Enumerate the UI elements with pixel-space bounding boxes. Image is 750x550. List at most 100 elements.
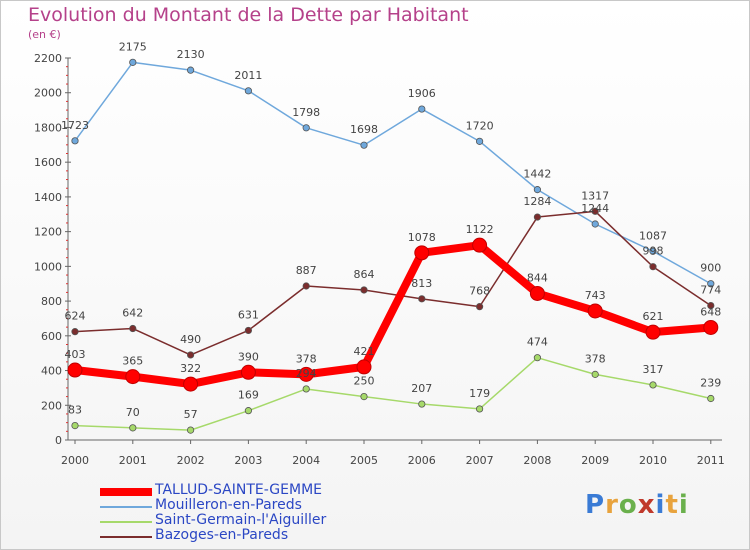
data-label: 631 [238, 308, 259, 321]
data-point [360, 141, 368, 149]
data-point [67, 362, 83, 378]
x-tick-label: 2002 [177, 454, 205, 467]
data-label: 250 [354, 375, 375, 388]
series-line [74, 210, 712, 356]
legend-label: Mouilleron-en-Pareds [155, 497, 302, 513]
data-label: 774 [700, 284, 721, 297]
data-point [418, 105, 426, 113]
data-label: 642 [122, 307, 143, 320]
data-point [649, 247, 657, 255]
data-point [707, 394, 715, 403]
data-point [533, 213, 542, 221]
data-label: 768 [469, 285, 490, 298]
data-label: 57 [184, 408, 198, 421]
data-point [591, 370, 599, 378]
x-tick-label: 2001 [119, 454, 147, 467]
data-point [649, 263, 657, 271]
data-point [240, 364, 256, 380]
data-point [125, 369, 141, 385]
data-point [356, 359, 372, 375]
data-label: 378 [585, 352, 606, 365]
data-point [187, 426, 195, 434]
data-label: 998 [643, 245, 664, 258]
data-label: 169 [238, 389, 259, 402]
data-label: 648 [700, 305, 721, 318]
data-point [649, 381, 657, 389]
data-label: 1442 [523, 168, 551, 181]
data-point [475, 137, 484, 145]
data-point [71, 328, 79, 336]
data-label: 1906 [408, 87, 436, 100]
y-tick-label: 1400 [34, 191, 62, 204]
chart-subtitle: (en €) [28, 28, 61, 41]
legend-item: TALLUD-SAINTE-GEMME [100, 482, 400, 500]
proxiti-logo: Proxiti [585, 490, 689, 520]
data-point [183, 376, 199, 392]
legend-swatch [100, 521, 152, 523]
data-label: 207 [411, 382, 432, 395]
data-point [71, 421, 79, 430]
data-label: 1078 [408, 231, 436, 244]
data-point [302, 385, 310, 393]
series-line [74, 356, 712, 431]
y-tick-label: 0 [55, 434, 62, 447]
data-label: 70 [126, 406, 140, 419]
data-point [414, 245, 430, 261]
y-tick-label: 1600 [34, 156, 62, 169]
data-point [707, 302, 715, 310]
data-point [645, 324, 661, 340]
data-label: 813 [411, 277, 432, 290]
data-label: 390 [238, 350, 259, 363]
data-point [587, 303, 603, 319]
data-label: 1284 [523, 195, 551, 208]
legend-label: Saint-Germain-l'Aiguiller [155, 512, 327, 528]
y-tick-label: 2200 [34, 52, 62, 65]
data-point [418, 400, 426, 408]
data-label: 403 [65, 348, 86, 361]
data-label: 365 [122, 355, 143, 368]
chart-title: Evolution du Montant de la Dette par Hab… [28, 4, 469, 26]
legend-swatch [100, 536, 152, 538]
y-tick-label: 800 [41, 295, 62, 308]
data-label: 1720 [466, 119, 494, 132]
data-label: 1244 [581, 202, 609, 215]
x-tick-label: 2011 [697, 454, 725, 467]
data-point [244, 87, 252, 95]
data-label: 421 [354, 345, 375, 358]
x-tick-label: 2007 [466, 454, 494, 467]
data-label: 1087 [639, 229, 667, 242]
data-label: 864 [354, 268, 375, 281]
data-point [707, 280, 715, 288]
data-label: 2130 [177, 48, 205, 61]
legend-swatch [100, 506, 152, 508]
data-point [129, 424, 137, 432]
legend-label: TALLUD-SAINTE-GEMME [155, 482, 323, 498]
data-label: 378 [296, 352, 317, 365]
x-tick-label: 2004 [292, 454, 320, 467]
data-point [187, 351, 195, 359]
y-tick-label: 1200 [34, 226, 62, 239]
data-point [475, 405, 484, 413]
x-tick-label: 2010 [639, 454, 667, 467]
series-line [71, 241, 715, 389]
y-tick-label: 400 [41, 365, 62, 378]
y-tick-label: 600 [41, 330, 62, 343]
data-label: 844 [527, 271, 548, 284]
legend-item: Saint-Germain-l'Aiguiller [100, 512, 400, 530]
data-label: 624 [65, 310, 86, 323]
data-point [529, 285, 545, 301]
data-point [129, 324, 137, 333]
data-point [472, 237, 488, 253]
data-label: 2011 [234, 69, 262, 82]
data-label: 83 [68, 404, 82, 417]
y-tick-label: 200 [41, 399, 62, 412]
data-point [533, 354, 542, 362]
data-label: 743 [585, 289, 606, 302]
data-label: 1798 [292, 106, 320, 119]
chart-legend: TALLUD-SAINTE-GEMME Mouilleron-en-Pareds S… [100, 482, 400, 545]
data-label: 474 [527, 336, 548, 349]
x-tick-label: 2003 [234, 454, 262, 467]
data-label: 1317 [581, 189, 609, 202]
